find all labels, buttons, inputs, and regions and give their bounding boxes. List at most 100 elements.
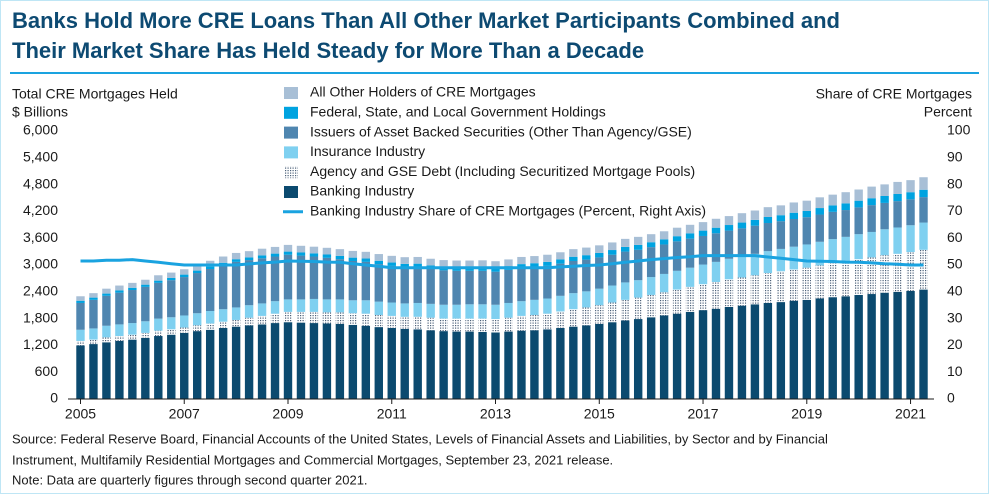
bar-segment [348,313,358,325]
bar-segment [218,321,228,328]
y-tick-label: 4,800 [23,175,58,191]
bar-segment [296,255,306,300]
bar-segment [102,342,111,399]
bar-segment [698,235,708,265]
bar-segment [141,279,150,285]
y-tick-label: 3,000 [23,256,58,272]
bar-segment [685,267,695,287]
bar-segment [413,256,422,264]
bar-segment [919,177,928,190]
bar-segment [582,307,591,326]
bar-segment [504,317,513,332]
bar-segment [750,275,760,305]
bar-segment [76,329,85,341]
bar-segment [828,263,837,298]
bar-segment [530,299,539,316]
bar-segment [750,253,760,276]
y2-tick-label: 70 [947,202,963,218]
bar-segment [815,265,824,299]
bar-segment [413,316,422,330]
bar-segment [244,305,254,318]
bar-segment [608,322,617,399]
bar-segment [789,218,799,247]
bar-segment [478,332,487,399]
bar-segment [322,299,332,313]
bar-segment [141,286,150,322]
bar-segment [698,222,708,231]
bar-segment [180,277,189,316]
bar-segment [880,184,889,196]
bar-segment [582,291,591,308]
bar-segment [361,325,371,399]
bar-segment [737,256,747,278]
bar-segment [854,234,863,260]
bar-segment [374,315,383,328]
y2-tick-label: 100 [947,122,971,138]
bar-segment [698,310,708,399]
bar-segment [906,252,915,291]
bar-segment [633,236,643,245]
bar-segment [335,299,345,313]
bar-segment [387,327,396,399]
bar-segment [711,308,721,399]
bar-segment [724,216,734,226]
bar-segment [672,289,682,314]
bar-segment [621,282,630,300]
bar-segment [478,304,487,319]
bar-segment [504,331,513,399]
bar-segment [893,291,902,399]
bar-segment [400,257,409,264]
legend-swatch [284,186,298,198]
bar-segment [167,334,176,399]
bar-segment [893,201,902,228]
bar-segment [906,290,915,399]
bar-segment [244,260,254,306]
bar-segment [815,298,824,399]
bar-segment [569,326,578,399]
bar-segment [517,264,526,269]
bar-segment [582,259,591,292]
bar-segment [698,264,708,285]
y2-axis-title: Share of CRE Mortgages [816,86,972,102]
bar-segment [141,332,150,338]
bar-segment [776,302,786,399]
bar-segment [867,231,876,258]
bar-segment [76,296,85,301]
bar-segment [167,272,176,278]
bar-segment [711,261,721,282]
bar-segment [659,292,669,316]
bar-segment [128,290,137,324]
bar-segment [582,247,591,256]
bar-segment [646,317,656,399]
bar-segment [621,299,630,321]
bar-segment [867,198,876,206]
x-tick-label: 2005 [65,406,96,422]
bar-segment [530,330,539,399]
bar-segment [828,205,837,212]
bar-segment [543,265,552,299]
bar-segment [335,259,345,300]
bar-segment [452,318,461,332]
bar-segment [737,277,747,306]
bar-segment [750,225,760,254]
bar-segment [128,282,137,288]
bar-segment [517,315,526,331]
bar-segment [283,254,293,300]
bar-segment [244,325,254,399]
bar-segment [621,246,630,252]
bar-segment [478,260,487,268]
y2-tick-label: 50 [947,256,963,272]
bar-segment [309,256,319,299]
bar-segment [646,294,656,318]
bar-segment [672,313,682,399]
y-tick-label: 600 [35,363,59,379]
bar-segment [154,318,163,331]
bar-segment [569,249,578,257]
y-tick-label: 0 [50,390,58,406]
bar-segment [296,245,306,253]
bar-segment [659,231,669,240]
bar-segment [633,244,643,250]
bar-segment [257,303,267,316]
bar-segment [595,305,604,324]
bar-segment [218,256,228,263]
